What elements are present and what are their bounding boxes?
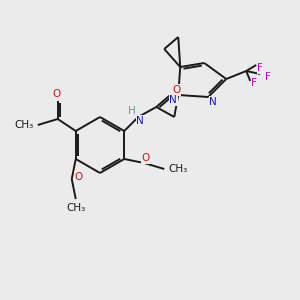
Text: F: F [251, 78, 257, 88]
Text: F: F [257, 63, 263, 73]
Text: F: F [265, 72, 271, 82]
Text: N: N [136, 116, 144, 126]
Text: N: N [209, 97, 217, 107]
Text: CH₃: CH₃ [169, 164, 188, 174]
Text: CH₃: CH₃ [66, 203, 86, 213]
Text: CH₃: CH₃ [14, 120, 33, 130]
Text: O: O [75, 172, 83, 182]
Text: O: O [141, 153, 149, 163]
Text: H: H [128, 106, 136, 116]
Text: O: O [172, 85, 180, 95]
Text: O: O [52, 89, 61, 99]
Text: N: N [169, 95, 177, 105]
